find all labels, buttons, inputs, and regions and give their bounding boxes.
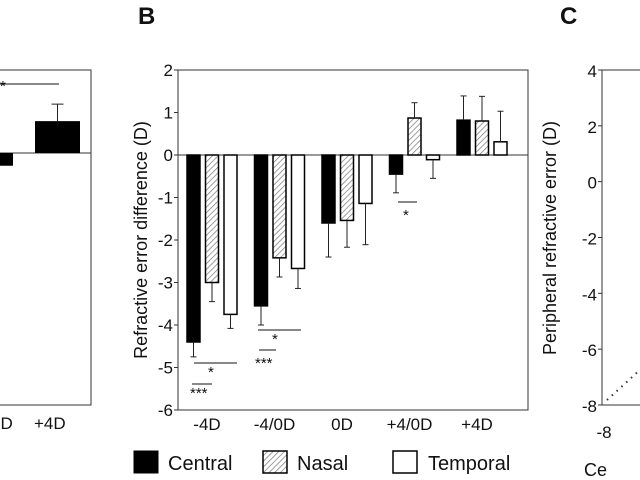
bar-nasal xyxy=(407,117,422,156)
legend-swatch-central xyxy=(133,450,159,474)
y-tick-label: -3 xyxy=(158,274,173,293)
bar-nasal xyxy=(204,154,220,284)
sig-label: *** xyxy=(190,385,208,402)
y-tick-label: -2 xyxy=(158,231,173,250)
legend-swatch-nasal xyxy=(262,450,288,474)
bar-temporal xyxy=(358,154,373,205)
bar-nasal xyxy=(474,120,490,156)
panel-c-dotted-line xyxy=(606,368,640,401)
bar-central xyxy=(186,154,201,343)
sig-label: * xyxy=(208,364,214,381)
bar-central xyxy=(388,154,404,175)
panel-a: * 0D +4D xyxy=(0,69,92,433)
panel-a-xtick: 0D xyxy=(0,414,13,433)
sig-label: * xyxy=(272,331,278,348)
panel-c-ylabel: Peripheral refractive error (D) xyxy=(540,121,560,355)
panel-b: B 2 1 0 -1 -2 -3 -4 -5 -6 -4D -4/0D 0D +4/0D +4D Ref… xyxy=(131,3,529,475)
x-tick-label: 0D xyxy=(331,415,353,434)
y-tick-label: 2 xyxy=(164,61,173,80)
bar-central xyxy=(321,154,336,224)
y-tick-label: -6 xyxy=(582,341,597,360)
y-tick-label: -8 xyxy=(582,397,597,416)
y-tick-label: -6 xyxy=(158,401,173,420)
y-tick-label: 1 xyxy=(164,104,173,123)
panel-b-label: B xyxy=(138,3,155,30)
panel-a-frame xyxy=(0,69,92,406)
bar-nasal xyxy=(339,154,355,222)
panel-a-xtick: +4D xyxy=(34,414,66,433)
x-tick-label: -4/0D xyxy=(254,415,296,434)
y-tick-label: 2 xyxy=(588,118,597,137)
panel-a-sig-label: * xyxy=(0,78,6,95)
x-tick-label: +4D xyxy=(461,415,493,434)
y-tick-label: -4 xyxy=(582,285,597,304)
bar-nasal xyxy=(272,154,287,259)
bar-central xyxy=(253,154,269,307)
y-tick-label: 4 xyxy=(588,62,597,81)
bar-central xyxy=(456,119,471,156)
bar-temporal xyxy=(223,154,238,316)
legend-label: Central xyxy=(168,453,232,475)
y-tick-label: -1 xyxy=(158,189,173,208)
panel-a-bar xyxy=(0,153,13,166)
y-tick-label: 0 xyxy=(164,146,173,165)
panel-c: C 4 2 0 -2 -4 -6 -8 -8 Ce Peripheral refractiv… xyxy=(540,3,640,480)
legend: Central Nasal Temporal xyxy=(133,450,510,475)
legend-label: Temporal xyxy=(428,453,510,475)
bar-temporal xyxy=(493,141,508,156)
legend-label: Nasal xyxy=(297,453,348,475)
y-tick-label: -5 xyxy=(158,359,173,378)
x-tick-label: -4D xyxy=(193,415,220,434)
sig-label: *** xyxy=(255,355,273,372)
bar-temporal xyxy=(425,154,441,161)
panel-c-xlabel: Ce xyxy=(584,460,607,480)
bar-temporal xyxy=(290,154,306,270)
panel-c-label: C xyxy=(560,3,577,30)
y-tick-label: 0 xyxy=(588,174,597,193)
sig-label: * xyxy=(403,207,409,224)
legend-swatch-temporal xyxy=(392,450,418,474)
x-tick-label: +4/0D xyxy=(387,415,433,434)
panel-c-xtick: -8 xyxy=(596,423,611,442)
y-tick-label: -4 xyxy=(158,316,173,335)
panel-a-bar xyxy=(35,121,80,153)
y-tick-label: -2 xyxy=(582,230,597,249)
panel-b-ylabel: Refractive error difference (D) xyxy=(131,121,151,359)
